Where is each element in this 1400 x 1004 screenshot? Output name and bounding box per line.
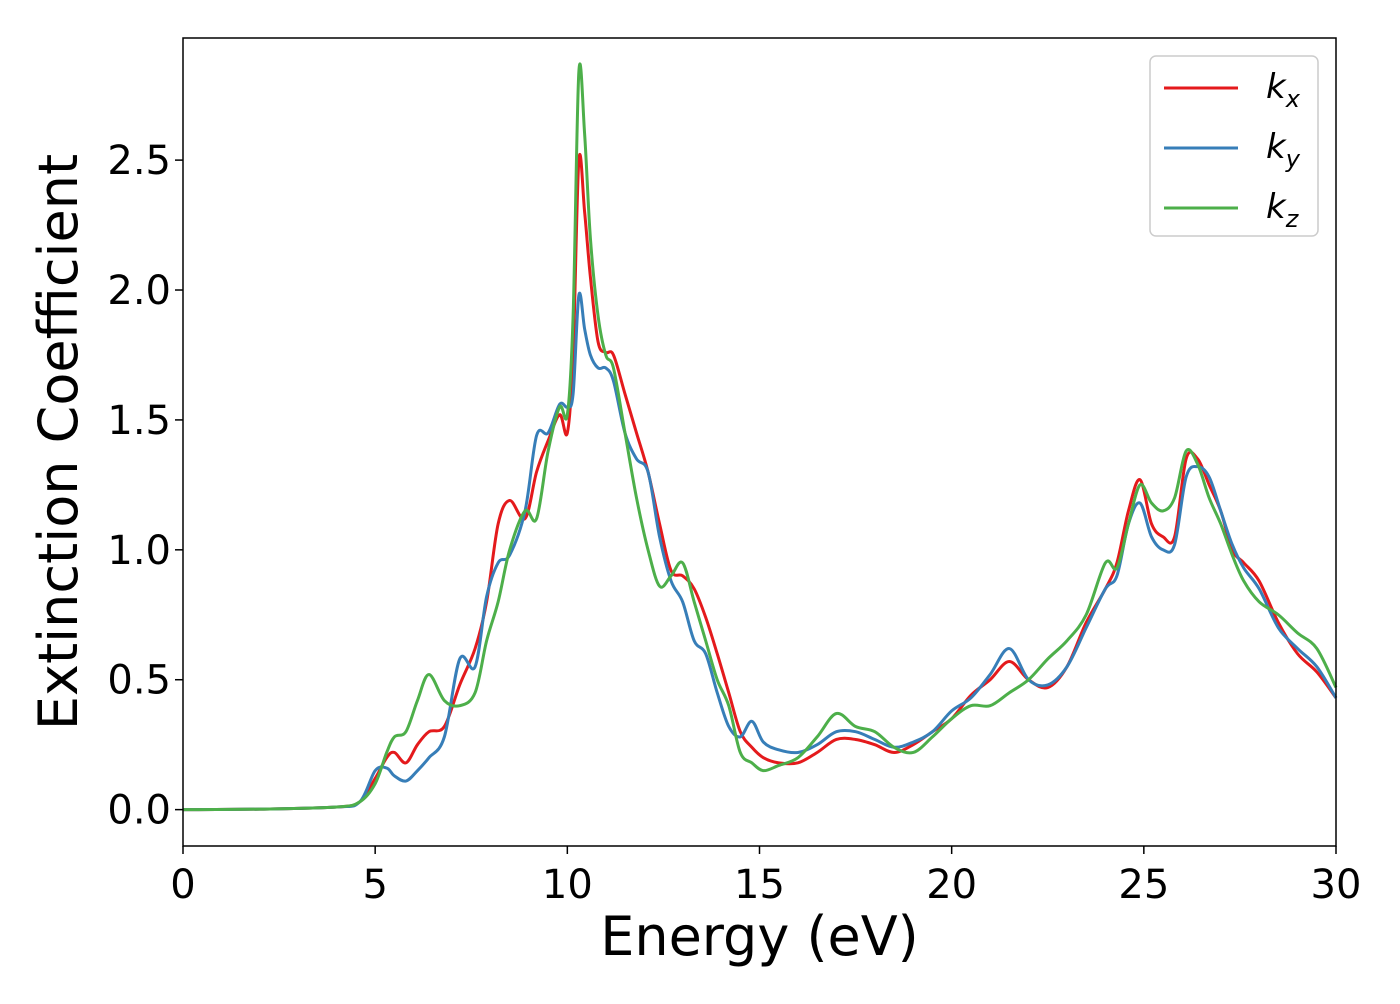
series-line-kz bbox=[182, 62, 1338, 812]
x-tick-label: 0 bbox=[170, 862, 195, 908]
x-tick-label: 15 bbox=[734, 862, 785, 908]
y-tick-label: 1.5 bbox=[107, 398, 171, 444]
series-line-ky bbox=[182, 291, 1338, 812]
x-tick-label: 10 bbox=[542, 862, 593, 908]
y-tick-label: 0.5 bbox=[107, 658, 171, 704]
legend-subscript: z bbox=[1285, 205, 1300, 233]
x-tick-label: 20 bbox=[926, 862, 977, 908]
legend-subscript: y bbox=[1285, 145, 1301, 173]
x-tick-label: 30 bbox=[1311, 862, 1362, 908]
series-line-kx bbox=[182, 152, 1338, 812]
x-axis-title: Energy (eV) bbox=[600, 905, 919, 968]
legend-subscript: x bbox=[1285, 85, 1301, 113]
legend-box bbox=[1149, 55, 1319, 237]
x-tick-label: 5 bbox=[362, 862, 387, 908]
y-axis-title: Extinction Coefficient bbox=[27, 154, 90, 730]
x-axis-ticks: 0 5 10 15 20 25 30 bbox=[170, 846, 1361, 908]
x-tick-label: 25 bbox=[1118, 862, 1169, 908]
y-tick-label: 0.0 bbox=[107, 788, 171, 834]
y-tick-label: 2.5 bbox=[107, 138, 171, 184]
y-axis-ticks: 0.0 0.5 1.0 1.5 2.0 2.5 bbox=[107, 138, 183, 834]
y-tick-label: 2.0 bbox=[107, 268, 171, 314]
y-tick-label: 1.0 bbox=[107, 528, 171, 574]
series-layer bbox=[182, 62, 1338, 812]
